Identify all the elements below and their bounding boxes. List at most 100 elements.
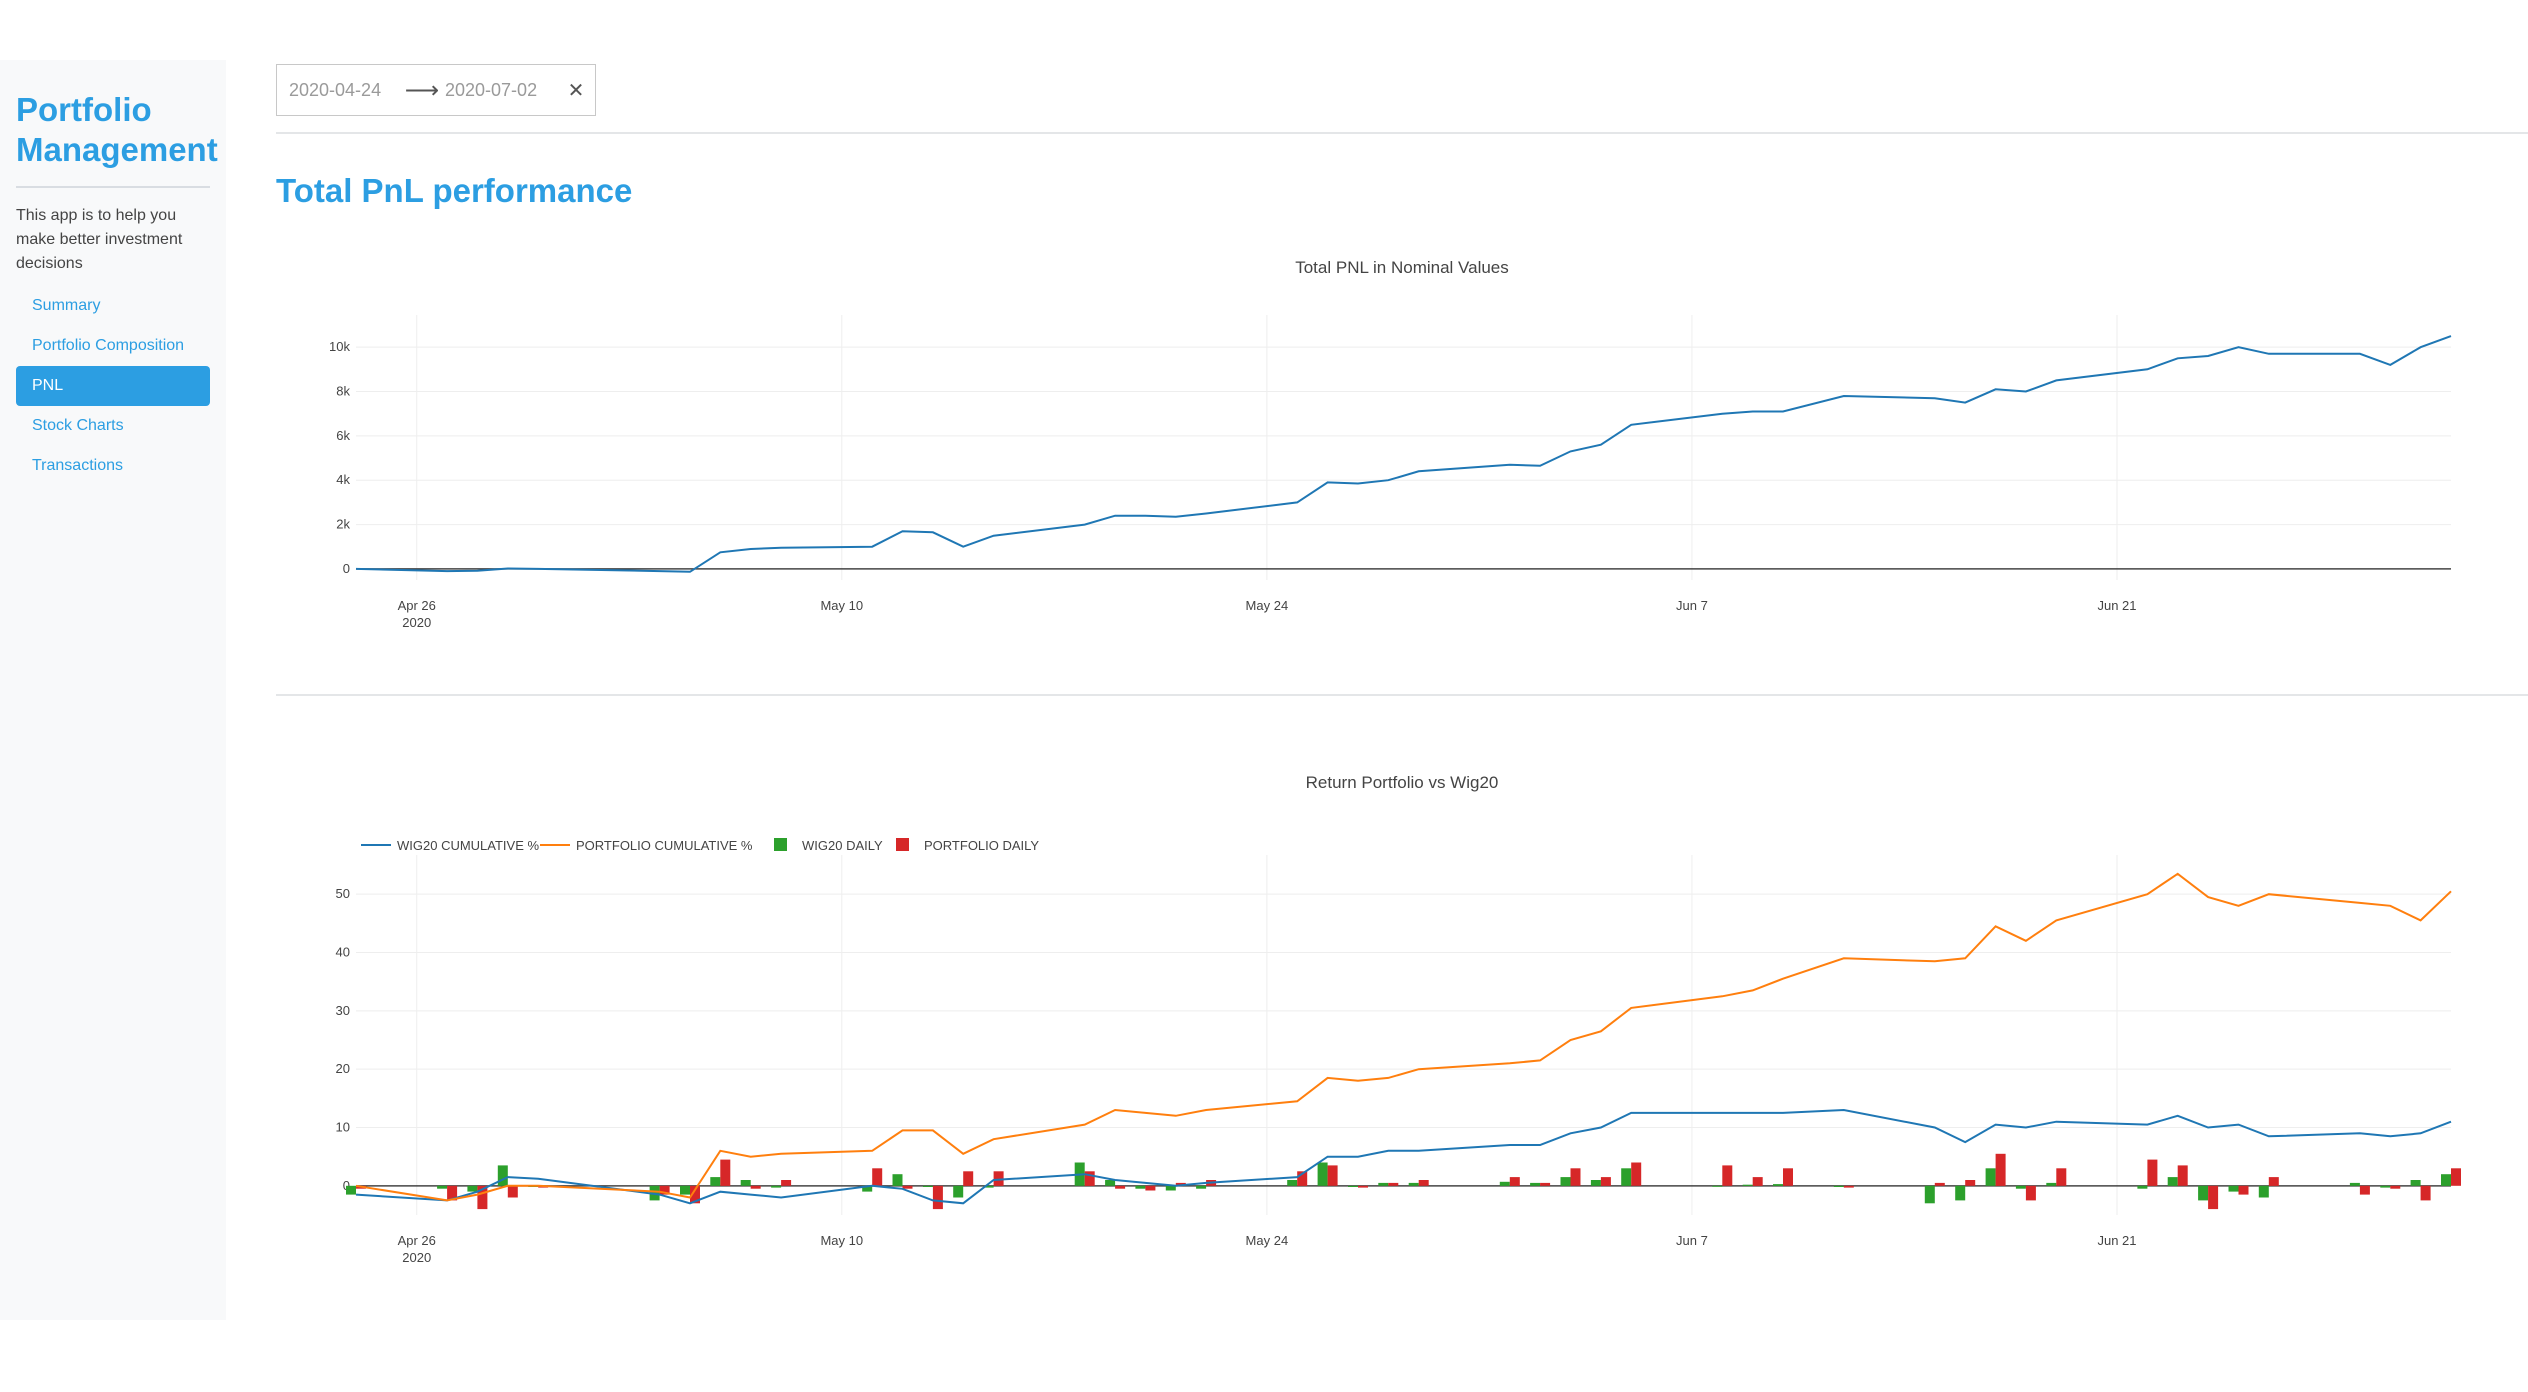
pnl-nominal-chart: Total PNL in Nominal Values Apr 26 2020 May… — [329, 258, 2452, 630]
daily-bar — [1135, 1185, 1146, 1189]
daily-bar — [2147, 1159, 2158, 1186]
pnl-series-line — [355, 335, 2452, 573]
y-tick-label: 2k — [336, 517, 350, 532]
sidebar-item-portfolio-composition[interactable]: Portfolio Composition — [32, 337, 185, 354]
sidebar-item-stock-charts[interactable]: Stock Charts — [32, 417, 124, 434]
x-tick-label: May 10 — [820, 1233, 863, 1248]
x-tick-label: Apr 26 — [398, 1233, 436, 1248]
app-title-line1: Portfolio — [16, 91, 152, 128]
daily-bar — [2420, 1185, 2431, 1201]
daily-bar — [1924, 1185, 1935, 1204]
daily-bar — [2167, 1177, 2178, 1186]
daily-bar — [1165, 1185, 1176, 1191]
chart-title: Return Portfolio vs Wig20 — [1306, 773, 1499, 792]
daily-bar — [1509, 1177, 1520, 1186]
legend-label: WIG20 CUMULATIVE % — [397, 838, 540, 853]
daily-bar — [1631, 1162, 1642, 1186]
daily-bar — [750, 1185, 761, 1189]
daily-bar — [1742, 1184, 1753, 1186]
sidebar-item-summary[interactable]: Summary — [32, 297, 101, 314]
daily-bar — [659, 1185, 670, 1195]
legend-swatch — [774, 838, 787, 851]
daily-bar — [497, 1165, 508, 1186]
daily-bar — [1388, 1182, 1399, 1186]
daily-bar — [1965, 1180, 1976, 1186]
daily-bar — [477, 1185, 488, 1210]
daily-bar — [1378, 1182, 1389, 1186]
section-divider — [276, 694, 2528, 696]
daily-bar — [2410, 1180, 2421, 1186]
daily-bar — [437, 1185, 448, 1189]
daily-bar — [690, 1185, 700, 1204]
daily-bar — [781, 1180, 792, 1186]
chart-title: Total PNL in Nominal Values — [1295, 258, 1509, 277]
daily-bar — [2268, 1177, 2279, 1186]
legend-label: PORTFOLIO DAILY — [924, 838, 1039, 853]
y-tick-label: 8k — [336, 384, 350, 399]
y-tick-label: 0 — [343, 561, 350, 576]
daily-bar — [1590, 1180, 1601, 1186]
daily-bar — [1995, 1153, 2006, 1186]
daily-bar — [2137, 1185, 2148, 1189]
daily-bar — [2198, 1185, 2209, 1201]
date-range-picker[interactable]: 2020-04-24 ⟶ 2020-07-02 ✕ — [276, 64, 596, 116]
legend-label: PORTFOLIO CUMULATIVE % — [576, 838, 753, 853]
daily-bar — [710, 1177, 721, 1186]
close-icon[interactable]: ✕ — [567, 79, 585, 102]
daily-bar — [1985, 1168, 1996, 1186]
app-title-line2: Management — [16, 131, 218, 168]
daily-bar — [1600, 1177, 1611, 1186]
daily-bar — [1570, 1168, 1581, 1186]
daily-bar — [720, 1159, 731, 1186]
header-divider — [276, 132, 2528, 134]
legend-item: PORTFOLIO DAILY — [896, 838, 1039, 853]
daily-bar — [507, 1185, 518, 1198]
x-tick-sublabel: 2020 — [402, 615, 431, 630]
y-tick-label: 30 — [336, 1003, 350, 1018]
wig20-cumulative-line — [355, 1108, 2452, 1205]
daily-bar — [2238, 1185, 2249, 1195]
sidebar-item-transactions[interactable]: Transactions — [32, 457, 123, 474]
daily-bar — [932, 1185, 943, 1210]
portfolio-cumulative-line — [355, 872, 2452, 1202]
daily-bar — [892, 1174, 903, 1186]
daily-bar — [963, 1171, 974, 1186]
x-tick-label: May 24 — [1246, 598, 1289, 613]
y-tick-label: 6k — [336, 428, 350, 443]
start-date-input[interactable]: 2020-04-24 — [289, 79, 382, 100]
daily-bar — [1358, 1185, 1368, 1188]
sidebar-nav: Summary Portfolio Composition PNL Stock … — [16, 286, 210, 486]
daily-bar — [2359, 1185, 2370, 1195]
daily-bar — [1833, 1185, 1844, 1187]
daily-bar — [993, 1171, 1004, 1186]
daily-bar — [1773, 1184, 1783, 1186]
sidebar-divider — [16, 186, 210, 188]
end-date-input[interactable]: 2020-07-02 — [445, 79, 538, 100]
daily-bar — [1297, 1171, 1308, 1186]
sidebar-item-pnl[interactable]: PNL — [16, 366, 210, 406]
daily-bar — [2451, 1168, 2461, 1186]
daily-bar — [1105, 1180, 1116, 1186]
daily-bar — [2228, 1185, 2239, 1192]
daily-bar — [1327, 1165, 1338, 1186]
daily-bar — [680, 1185, 690, 1195]
arrow-right-icon: ⟶ — [404, 76, 440, 104]
daily-bar — [1499, 1181, 1510, 1186]
daily-bar — [346, 1185, 356, 1195]
x-tick-label: Jun 7 — [1676, 598, 1708, 613]
daily-bar — [872, 1168, 883, 1186]
daily-bar — [2046, 1182, 2057, 1186]
y-tick-label: 10k — [329, 339, 350, 354]
y-tick-label: 4k — [336, 472, 350, 487]
daily-bar — [1530, 1182, 1541, 1186]
x-tick-label: Jun 21 — [2097, 1233, 2136, 1248]
x-tick-label: Jun 7 — [1676, 1233, 1708, 1248]
return-vs-wig20-chart: Return Portfolio vs Wig20 Apr 26 2020 May 1… — [336, 773, 2461, 1265]
y-tick-label: 40 — [336, 945, 350, 960]
x-tick-label: Jun 21 — [2097, 598, 2136, 613]
daily-bar — [902, 1185, 913, 1189]
daily-bar — [1712, 1185, 1723, 1187]
daily-bar — [953, 1185, 964, 1198]
daily-bar — [983, 1185, 994, 1188]
daily-bar — [1348, 1185, 1358, 1187]
